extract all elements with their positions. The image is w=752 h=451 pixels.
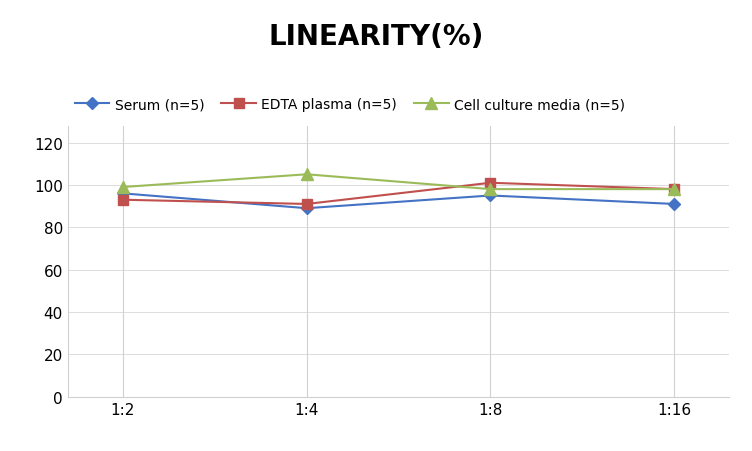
Cell culture media (n=5) xyxy=(302,172,311,178)
Legend: Serum (n=5), EDTA plasma (n=5), Cell culture media (n=5): Serum (n=5), EDTA plasma (n=5), Cell cul… xyxy=(74,98,625,112)
EDTA plasma (n=5) xyxy=(118,198,127,203)
Serum (n=5) xyxy=(118,191,127,197)
Cell culture media (n=5) xyxy=(670,187,679,193)
Serum (n=5) xyxy=(670,202,679,207)
Text: LINEARITY(%): LINEARITY(%) xyxy=(268,23,484,51)
Cell culture media (n=5) xyxy=(118,185,127,190)
EDTA plasma (n=5) xyxy=(486,181,495,186)
Cell culture media (n=5) xyxy=(486,187,495,193)
Serum (n=5) xyxy=(302,206,311,212)
Line: EDTA plasma (n=5): EDTA plasma (n=5) xyxy=(118,179,679,209)
Serum (n=5) xyxy=(486,193,495,199)
Line: Cell culture media (n=5): Cell culture media (n=5) xyxy=(117,170,680,195)
Line: Serum (n=5): Serum (n=5) xyxy=(119,190,678,213)
EDTA plasma (n=5) xyxy=(670,187,679,193)
EDTA plasma (n=5) xyxy=(302,202,311,207)
